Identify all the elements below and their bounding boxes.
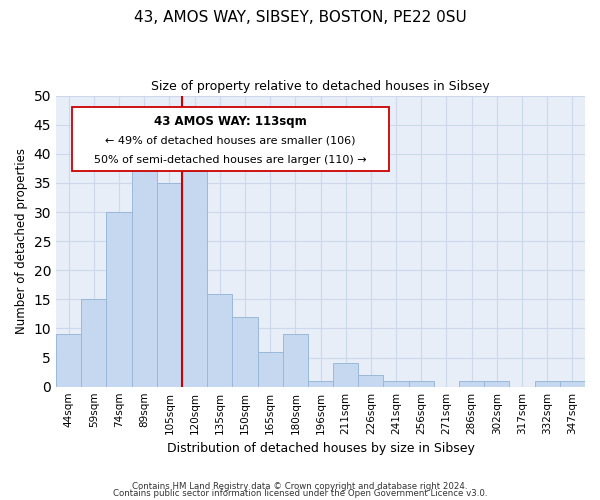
Bar xyxy=(409,381,434,386)
Bar xyxy=(283,334,308,386)
Title: Size of property relative to detached houses in Sibsey: Size of property relative to detached ho… xyxy=(151,80,490,93)
Bar xyxy=(232,317,257,386)
Text: 43 AMOS WAY: 113sqm: 43 AMOS WAY: 113sqm xyxy=(154,115,307,128)
Bar xyxy=(535,381,560,386)
Bar xyxy=(358,375,383,386)
Text: 50% of semi-detached houses are larger (110) →: 50% of semi-detached houses are larger (… xyxy=(94,154,367,164)
Bar xyxy=(257,352,283,386)
X-axis label: Distribution of detached houses by size in Sibsey: Distribution of detached houses by size … xyxy=(167,442,475,455)
Bar xyxy=(308,381,333,386)
Bar xyxy=(56,334,81,386)
Bar xyxy=(157,183,182,386)
FancyBboxPatch shape xyxy=(72,107,389,171)
Bar xyxy=(383,381,409,386)
Bar xyxy=(560,381,585,386)
Bar xyxy=(333,364,358,386)
Text: Contains HM Land Registry data © Crown copyright and database right 2024.: Contains HM Land Registry data © Crown c… xyxy=(132,482,468,491)
Bar xyxy=(106,212,131,386)
Bar xyxy=(484,381,509,386)
Y-axis label: Number of detached properties: Number of detached properties xyxy=(15,148,28,334)
Bar xyxy=(207,294,232,386)
Bar xyxy=(131,166,157,386)
Bar xyxy=(81,300,106,386)
Text: ← 49% of detached houses are smaller (106): ← 49% of detached houses are smaller (10… xyxy=(106,136,356,145)
Text: 43, AMOS WAY, SIBSEY, BOSTON, PE22 0SU: 43, AMOS WAY, SIBSEY, BOSTON, PE22 0SU xyxy=(134,10,466,25)
Text: Contains public sector information licensed under the Open Government Licence v3: Contains public sector information licen… xyxy=(113,489,487,498)
Bar xyxy=(459,381,484,386)
Bar xyxy=(182,171,207,386)
